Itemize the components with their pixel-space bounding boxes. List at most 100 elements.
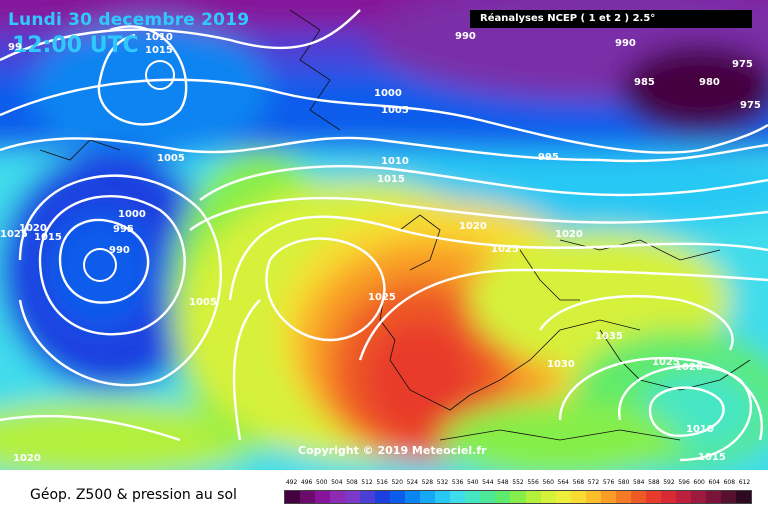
legend-value-label: 560 [542, 479, 554, 486]
legend-value-label: 548 [497, 479, 509, 486]
legend-swatch [285, 491, 301, 503]
legend-swatch [660, 491, 676, 503]
copyright-text: Copyright © 2019 Meteociel.fr [298, 444, 487, 457]
isobar-label: 990 [615, 38, 636, 49]
isobar-label: 1010 [686, 424, 714, 435]
isobar-label: 985 [634, 77, 655, 88]
legend-value-label: 604 [708, 479, 720, 486]
legend-swatch [345, 491, 361, 503]
legend-swatch [645, 491, 661, 503]
legend-swatch [555, 491, 571, 503]
legend-value-label: 504 [331, 479, 343, 486]
isobar-label: 1020 [555, 229, 583, 240]
legend-value-label: 556 [527, 479, 539, 486]
legend-swatch [720, 491, 736, 503]
legend-scale-labels: 492 496 500 504 508 512 516 520 524 528 532 536 540 5… [284, 479, 752, 489]
isobar-label: 995 [113, 224, 134, 235]
isobar-label: 1005 [189, 297, 217, 308]
isobar-label: 990 [109, 245, 130, 256]
legend-swatch [480, 491, 496, 503]
legend-value-label: 524 [406, 479, 419, 486]
legend-swatch [615, 491, 631, 503]
legend-value-label: 508 [346, 479, 358, 486]
legend-swatch [525, 491, 541, 503]
isobars [0, 9, 768, 462]
isobar-label: 1010 [381, 156, 409, 167]
legend-swatch [540, 491, 556, 503]
isobar-label: 1015 [145, 45, 173, 56]
isobar-label: 1025 [368, 292, 396, 303]
isobar-label: 1020 [459, 221, 487, 232]
legend-swatch [435, 491, 451, 503]
legend-swatch [600, 491, 616, 503]
legend-value-label: 596 [678, 479, 690, 486]
legend-value-label: 564 [557, 479, 569, 486]
pressure-centers [83, 60, 175, 282]
legend-swatch [300, 491, 316, 503]
legend-value-label: 608 [723, 479, 736, 486]
legend-value-label: 532 [436, 479, 449, 486]
isobar-label: 1020 [675, 362, 703, 373]
legend-swatch [315, 491, 331, 503]
isobar-label: 1035 [595, 331, 623, 342]
legend-swatch [420, 491, 436, 503]
legend-value-label: 544 [482, 479, 494, 486]
isobar-label: 975 [740, 100, 761, 111]
map-date: Lundi 30 decembre 2019 [8, 10, 250, 30]
isobar-label: 1020 [13, 453, 41, 464]
isobar-label: 1020 [19, 223, 47, 234]
legend-value-label: 500 [316, 479, 328, 486]
legend-swatch [330, 491, 346, 503]
isobar-label: 1000 [118, 209, 146, 220]
isobar-label: 1025 [0, 229, 28, 240]
coastlines [39, 9, 751, 441]
legend-swatch [375, 491, 391, 503]
legend-value-label: 528 [421, 479, 434, 486]
legend-swatch [390, 491, 406, 503]
legend-value-label: 536 [451, 479, 464, 486]
color-scale-bar [284, 490, 752, 504]
legend-value-label: 584 [633, 479, 645, 486]
weather-map [0, 0, 768, 470]
legend-swatch [570, 491, 586, 503]
isobar-label: 1025 [652, 357, 680, 368]
isobar-label: 1030 [547, 359, 575, 370]
legend-value-label: 492 [285, 479, 298, 486]
legend-value-label: 512 [361, 479, 373, 486]
legend-value-label: 580 [617, 479, 630, 486]
legend-value-label: 588 [648, 479, 660, 486]
map-caption: Géop. Z500 & pression au sol [30, 487, 237, 503]
legend-value-label: 540 [466, 479, 479, 486]
legend-value-label: 496 [300, 479, 313, 486]
legend-swatch [735, 491, 751, 503]
legend-swatch [510, 491, 526, 503]
legend-value-label: 552 [512, 479, 524, 486]
isobar-label: 975 [732, 59, 753, 70]
legend-swatch [360, 491, 376, 503]
legend-value-label: 572 [587, 479, 600, 486]
legend-swatch [495, 491, 511, 503]
source-label: Réanalyses NCEP ( 1 et 2 ) 2.5° [470, 10, 752, 28]
isobar-label: 1010 [145, 32, 173, 43]
legend-value-label: 516 [376, 479, 388, 486]
isobar-label: 1015 [377, 174, 405, 185]
isobar-label: 990 [455, 31, 476, 42]
legend-panel: Géop. Z500 & pression au sol 492 496 500 50… [0, 470, 768, 512]
isobar-label: 1000 [374, 88, 402, 99]
legend-value-label: 592 [663, 479, 675, 486]
legend-value-label: 520 [391, 479, 403, 486]
legend-swatch [705, 491, 721, 503]
legend-swatch [690, 491, 706, 503]
isobar-label: 1005 [157, 153, 185, 164]
isobar-label: 995 [538, 152, 559, 163]
legend-value-label: 576 [602, 479, 615, 486]
legend-value-label: 612 [738, 479, 751, 486]
isobar-label: 980 [699, 77, 720, 88]
isobar-label: 99 [8, 42, 22, 53]
legend-value-label: 600 [693, 479, 705, 486]
isobar-label: 1005 [381, 105, 409, 116]
isobar-label: 1015 [698, 452, 726, 463]
legend-swatch [450, 491, 466, 503]
legend-swatch [465, 491, 481, 503]
